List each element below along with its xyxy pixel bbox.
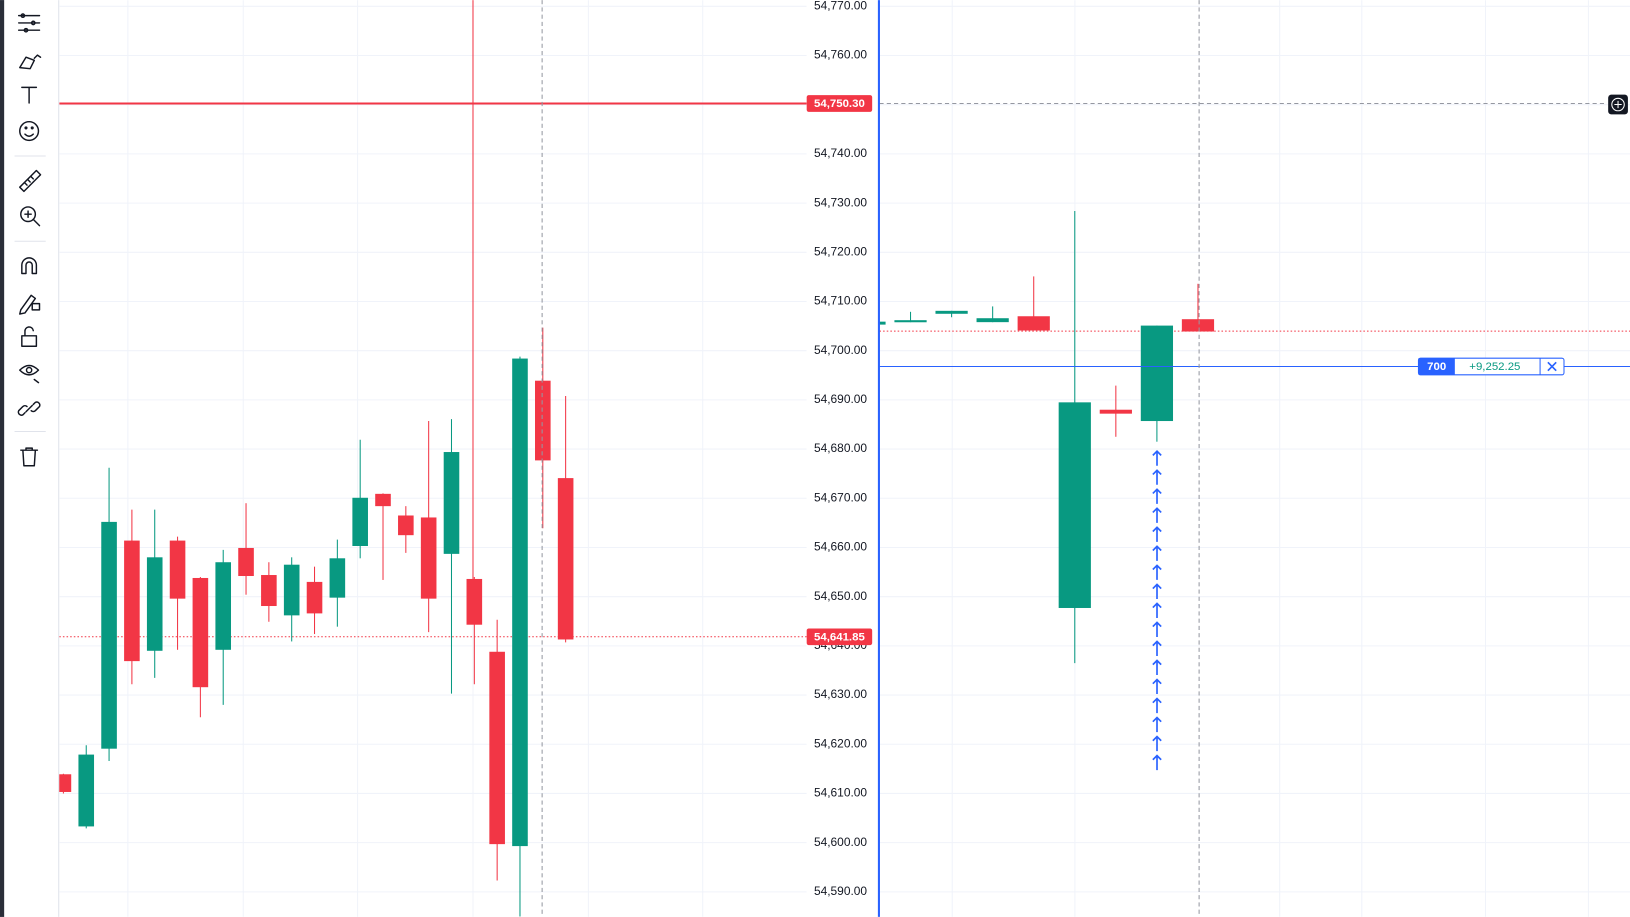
candle-body bbox=[192, 577, 209, 688]
candle-body bbox=[101, 521, 117, 749]
buy-arrow bbox=[1152, 754, 1162, 771]
order-close[interactable] bbox=[1547, 361, 1557, 372]
candle-body bbox=[1181, 319, 1215, 332]
drawing-toolbar bbox=[14, 13, 46, 467]
candle-body bbox=[352, 497, 368, 546]
price-badge-label: 54,641.85 bbox=[814, 631, 865, 643]
buy-arrow bbox=[1152, 640, 1162, 657]
order-quantity-box bbox=[1418, 358, 1455, 375]
candle-body bbox=[398, 515, 414, 536]
candle-body bbox=[238, 547, 254, 577]
y-tick-label: 54,600.00 bbox=[814, 835, 867, 849]
buy-arrow bbox=[1152, 716, 1162, 733]
y-tick-label: 54,760.00 bbox=[814, 48, 867, 62]
y-tick-label: 54,660.00 bbox=[814, 540, 867, 554]
window-edge bbox=[0, 0, 5, 917]
y-tick-label: 54,670.00 bbox=[814, 490, 867, 504]
buy-arrow bbox=[1152, 602, 1162, 618]
order-pnl: +9,252.25 bbox=[1469, 361, 1520, 373]
y-tick-label: 54,730.00 bbox=[814, 195, 867, 209]
y-tick-label: 54,770.00 bbox=[814, 0, 867, 12]
buy-arrow bbox=[1152, 564, 1162, 580]
candle-body bbox=[443, 452, 460, 554]
zoom-tool[interactable] bbox=[20, 206, 41, 227]
candle-body bbox=[535, 380, 551, 461]
candle-body bbox=[420, 517, 437, 599]
candle-body bbox=[78, 754, 95, 827]
candle-body bbox=[306, 581, 323, 614]
buy-arrow bbox=[1152, 621, 1162, 637]
candle-body bbox=[557, 478, 574, 640]
buy-arrow bbox=[1152, 545, 1162, 561]
buy-arrow bbox=[1152, 450, 1162, 466]
order-quantity: 700 bbox=[1427, 361, 1446, 373]
candle-body bbox=[215, 562, 232, 650]
y-tick-label: 54,650.00 bbox=[814, 589, 867, 603]
candle-body bbox=[283, 564, 300, 616]
buy-arrow bbox=[1152, 469, 1162, 485]
buy-arrow bbox=[1152, 659, 1162, 676]
y-tick-label: 54,710.00 bbox=[814, 294, 867, 308]
y-tick-label: 54,740.00 bbox=[814, 146, 867, 160]
y-tick-label: 54,690.00 bbox=[814, 392, 867, 406]
buy-arrow bbox=[1152, 488, 1162, 504]
right-chart bbox=[879, 0, 1630, 917]
delete-tool[interactable] bbox=[20, 447, 39, 467]
y-tick-label: 54,590.00 bbox=[814, 884, 867, 898]
candle-body bbox=[375, 493, 391, 507]
y-tick-label: 54,610.00 bbox=[814, 786, 867, 800]
buy-arrow bbox=[1152, 735, 1162, 752]
candle-body bbox=[261, 575, 277, 607]
candle-body bbox=[124, 540, 140, 662]
candle-body bbox=[1017, 316, 1050, 331]
magnet-tool[interactable] bbox=[21, 257, 38, 275]
lines-tool[interactable] bbox=[17, 13, 41, 33]
buy-arrows bbox=[1152, 450, 1162, 771]
price-badge-label: 54,750.30 bbox=[814, 98, 865, 110]
candle-body bbox=[879, 321, 886, 325]
candle-body bbox=[146, 557, 163, 651]
candle-body bbox=[1099, 409, 1132, 414]
lock-drawing-tool[interactable] bbox=[19, 294, 41, 315]
candle-body bbox=[894, 320, 927, 323]
emoji-tool[interactable] bbox=[19, 120, 40, 142]
candle-body bbox=[976, 318, 1009, 323]
candle-body bbox=[1140, 325, 1174, 422]
candle-body bbox=[329, 558, 346, 598]
y-tick-label: 54,630.00 bbox=[814, 687, 867, 701]
y-tick-label: 54,680.00 bbox=[814, 441, 867, 455]
candle-body bbox=[512, 358, 528, 847]
y-tick-label: 54,620.00 bbox=[814, 736, 867, 750]
vertical-grid bbox=[127, 0, 704, 917]
price-badge bbox=[806, 95, 873, 112]
buy-arrow bbox=[1152, 507, 1162, 523]
candle-body bbox=[59, 774, 72, 792]
text-tool[interactable] bbox=[21, 86, 38, 104]
candle-body bbox=[1058, 402, 1091, 608]
brush-tool[interactable] bbox=[19, 54, 42, 70]
y-tick-label: 54,700.00 bbox=[814, 343, 867, 357]
buy-arrow bbox=[1152, 678, 1162, 695]
order-widget[interactable]: 700 +9,252.25 bbox=[1417, 357, 1565, 376]
left-chart bbox=[59, 0, 807, 917]
buy-arrow bbox=[1152, 697, 1162, 714]
candle-body bbox=[935, 310, 968, 314]
add-alert-button[interactable] bbox=[1608, 94, 1628, 115]
candle-body bbox=[489, 651, 505, 845]
vertical-grid bbox=[951, 0, 1589, 917]
ruler-tool[interactable] bbox=[19, 169, 42, 193]
candle-body bbox=[466, 578, 483, 625]
buy-arrow bbox=[1152, 526, 1162, 542]
link-tool[interactable] bbox=[17, 401, 41, 416]
visibility-tool[interactable] bbox=[19, 364, 40, 384]
price-badge bbox=[806, 628, 873, 646]
y-tick-label: 54,720.00 bbox=[814, 244, 867, 258]
lock-tool[interactable] bbox=[21, 326, 38, 347]
buy-arrow bbox=[1152, 583, 1162, 599]
candle-body bbox=[169, 540, 186, 599]
